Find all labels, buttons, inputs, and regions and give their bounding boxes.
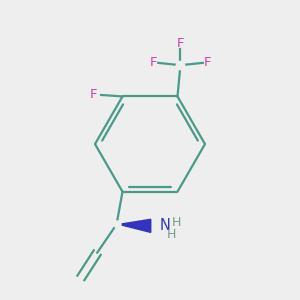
- Text: F: F: [177, 37, 184, 50]
- Text: H: H: [172, 216, 181, 230]
- Text: N: N: [160, 218, 170, 233]
- Text: F: F: [149, 56, 157, 69]
- Text: H: H: [166, 228, 176, 241]
- Text: F: F: [204, 56, 212, 69]
- Text: F: F: [90, 88, 98, 101]
- Polygon shape: [119, 219, 151, 232]
